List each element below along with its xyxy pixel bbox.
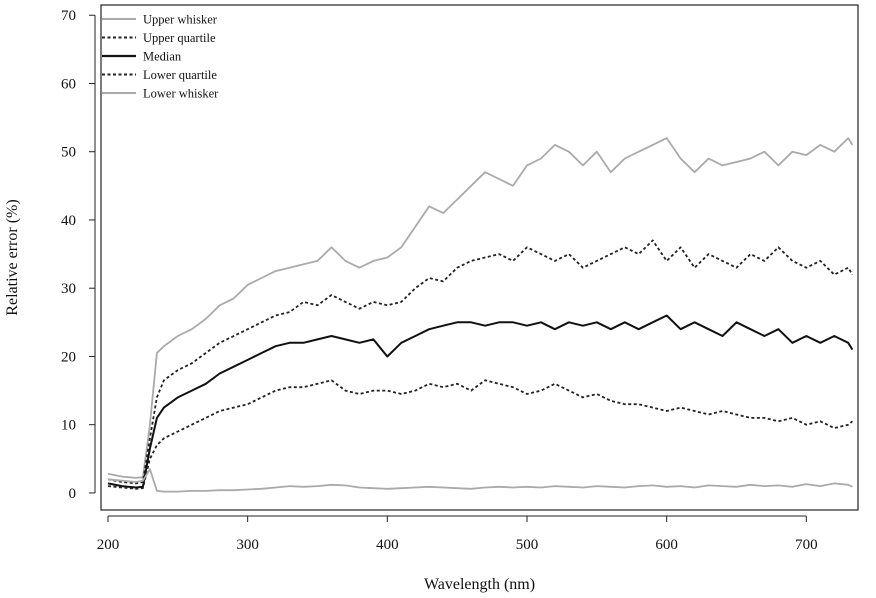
x-tick-label: 500 xyxy=(516,537,539,553)
series-line-lower-quartile xyxy=(107,379,853,490)
series-line-upper-whisker xyxy=(107,137,854,479)
legend-label: Upper quartile xyxy=(143,31,216,45)
y-tick-label: 60 xyxy=(61,76,76,92)
y-axis-title: Relative error (%) xyxy=(4,199,21,315)
x-tick-label: 300 xyxy=(236,537,259,553)
x-axis: 200 300 400 500 600 700 xyxy=(97,515,818,553)
series-line-median xyxy=(107,314,854,489)
y-tick-label: 50 xyxy=(61,145,76,161)
plot-frame xyxy=(100,4,859,511)
legend-label: Lower quartile xyxy=(143,68,217,82)
legend-label: Lower whisker xyxy=(143,87,219,101)
y-tick-label: 70 xyxy=(61,8,76,24)
y-tick-label: 10 xyxy=(61,418,76,434)
series-layer xyxy=(107,137,854,493)
y-axis: 0 10 20 30 40 50 60 70 xyxy=(61,8,96,502)
x-tick-label: 200 xyxy=(97,537,120,553)
series-line-upper-quartile xyxy=(107,239,854,485)
y-tick-label: 30 xyxy=(61,281,76,297)
y-tick-label: 40 xyxy=(61,213,76,229)
x-tick-label: 600 xyxy=(655,537,678,553)
x-tick-label: 400 xyxy=(376,537,399,553)
legend: Upper whisker Upper quartile Median Lower q… xyxy=(102,13,219,101)
y-tick-label: 20 xyxy=(61,349,76,365)
legend-label: Upper whisker xyxy=(143,13,218,27)
series-line-lower-whisker xyxy=(107,468,853,493)
x-axis-title: Wavelength (nm) xyxy=(424,576,535,593)
legend-label: Median xyxy=(143,50,182,64)
x-tick-label: 700 xyxy=(795,537,818,553)
y-tick-label: 0 xyxy=(69,486,77,502)
